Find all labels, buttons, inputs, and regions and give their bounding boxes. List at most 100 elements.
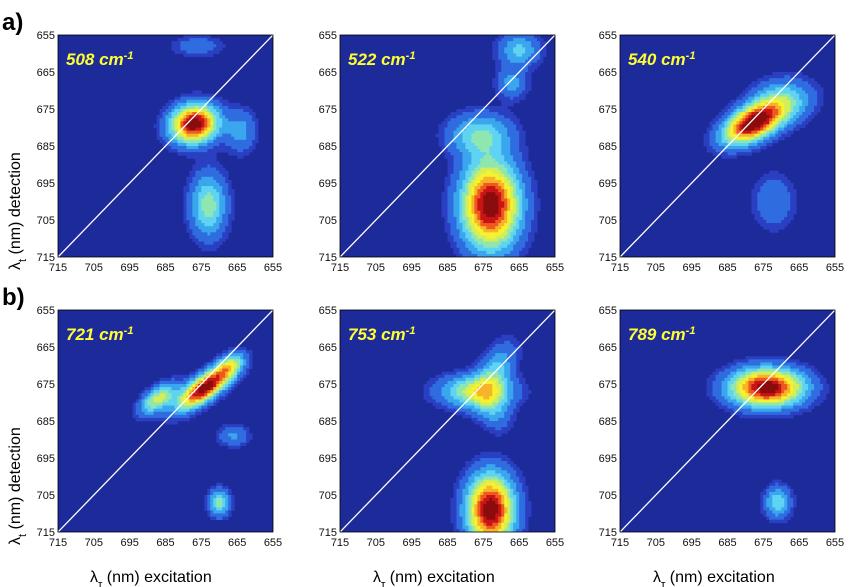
contour-cell: [246, 356, 250, 360]
contour-cell: [492, 220, 496, 224]
contour-cell: [498, 343, 502, 348]
contour-cell: [219, 485, 223, 490]
contour-cell: [775, 195, 779, 199]
contour-cell: [213, 99, 217, 104]
contour-cell: [468, 142, 472, 147]
contour-cell: [180, 411, 184, 416]
contour-cell: [516, 179, 520, 184]
contour-cell: [180, 387, 184, 391]
contour-cell: [525, 183, 529, 187]
contour-cell: [489, 152, 493, 156]
contour-cell: [510, 158, 514, 162]
contour-cell: [498, 136, 502, 141]
contour-cell: [525, 158, 529, 162]
contour-cell: [781, 210, 785, 215]
contour-cell: [255, 118, 259, 122]
contour-cell: [507, 229, 511, 233]
contour-cell: [174, 41, 178, 45]
contour-cell: [474, 198, 478, 202]
contour-cell: [471, 127, 475, 131]
contour-cell: [534, 201, 538, 205]
contour-cell: [516, 368, 520, 373]
contour-cell: [537, 47, 541, 51]
contour-cell: [486, 186, 490, 190]
contour-cell: [174, 393, 178, 397]
contour-cell: [195, 380, 199, 385]
contour-cell: [456, 142, 460, 147]
contour-cell: [210, 170, 214, 175]
contour-cell: [195, 374, 199, 379]
contour-cell: [183, 139, 187, 144]
contour-cell: [498, 368, 502, 373]
contour-cell: [186, 399, 190, 403]
contour-cell: [510, 62, 514, 67]
contour-cell: [772, 170, 776, 175]
contour-cell: [186, 179, 190, 184]
contour-cell: [528, 84, 532, 88]
contour-cell: [171, 112, 175, 116]
contour-cell: [429, 377, 433, 382]
contour-cell: [219, 176, 223, 181]
contour-cell: [504, 59, 508, 64]
contour-cell: [480, 173, 484, 178]
contour-cell: [222, 504, 226, 508]
contour-cell: [228, 146, 232, 150]
contour-cell: [486, 347, 490, 351]
contour-cell: [225, 210, 229, 215]
contour-cell: [195, 396, 199, 400]
contour-cell: [210, 223, 214, 227]
contour-cell: [471, 198, 475, 202]
x-tick-label: 685: [438, 262, 456, 274]
contour-cell: [237, 155, 241, 159]
contour-cell: [778, 173, 782, 178]
contour-cell: [769, 210, 773, 215]
contour-cell: [216, 501, 220, 505]
contour-cell: [450, 170, 454, 175]
contour-cell: [784, 99, 788, 104]
contour-cell: [171, 417, 175, 422]
contour-cell: [201, 210, 205, 215]
contour-cell: [486, 109, 490, 113]
contour-cell: [477, 241, 481, 246]
contour-cell: [168, 146, 172, 150]
contour-cell: [483, 176, 487, 181]
contour-cell: [246, 427, 250, 431]
contour-cell: [772, 186, 776, 190]
contour-cell: [721, 133, 725, 138]
contour-cell: [456, 393, 460, 397]
contour-cell: [772, 115, 776, 119]
contour-cell: [796, 115, 800, 119]
contour-cell: [507, 340, 511, 345]
contour-cell: [462, 210, 466, 215]
contour-cell: [519, 176, 523, 181]
contour-cell: [489, 173, 493, 178]
contour-cell: [213, 399, 217, 403]
contour-cell: [222, 488, 226, 493]
contour-cell: [432, 390, 436, 394]
contour-cell: [516, 59, 520, 64]
contour-cell: [766, 115, 770, 119]
contour-cell: [790, 213, 794, 218]
contour-cell: [486, 374, 490, 379]
contour-cell: [814, 112, 818, 116]
contour-cell: [192, 371, 196, 376]
contour-cell: [498, 250, 502, 255]
contour-cell: [802, 84, 806, 88]
contour-cell: [213, 359, 217, 363]
contour-cell: [201, 93, 205, 98]
contour-cell: [216, 491, 220, 496]
contour-cell: [465, 247, 469, 252]
contour-cell: [186, 109, 190, 113]
contour-cell: [495, 189, 499, 193]
contour-cell: [474, 105, 478, 110]
contour-cell: [228, 380, 232, 385]
contour-cell: [216, 485, 220, 490]
contour-cell: [195, 133, 199, 138]
contour-cell: [225, 488, 229, 493]
contour-cell: [510, 183, 514, 187]
contour-cell: [183, 115, 187, 119]
contour-cell: [201, 161, 205, 165]
contour-cell: [787, 90, 791, 94]
contour-cell: [483, 207, 487, 212]
contour-cell: [784, 130, 788, 135]
